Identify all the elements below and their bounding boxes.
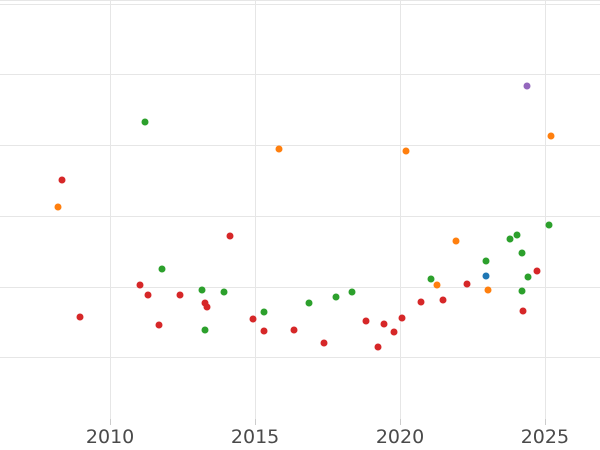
x-tick-mark: [400, 419, 401, 425]
scatter-point-red: [439, 296, 447, 304]
scatter-point-green: [427, 275, 435, 283]
scatter-point-red: [155, 321, 163, 329]
scatter-point-green: [220, 288, 227, 296]
gridline-horizontal: [0, 3, 600, 5]
scatter-point-orange: [433, 281, 441, 289]
scatter-point-red: [201, 299, 209, 307]
scatter-point-red: [320, 339, 327, 347]
x-tick-label: 2010: [85, 426, 135, 448]
x-tick-mark: [544, 419, 546, 425]
scatter-point-orange: [547, 132, 555, 140]
scatter-point-red: [417, 298, 425, 306]
scatter-point-green: [305, 299, 313, 307]
x-tick-label: 2015: [230, 426, 280, 448]
scatter-point-green: [518, 249, 526, 257]
scatter-point-red: [390, 328, 398, 336]
scatter-point-red: [136, 281, 144, 289]
scatter-point-green: [201, 326, 209, 334]
gridline-horizontal: [0, 215, 600, 217]
scatter-point-red: [203, 303, 211, 311]
scatter-point-orange: [452, 237, 460, 245]
scatter-point-purple: [523, 82, 531, 90]
scatter-point-orange: [402, 147, 410, 155]
scatter-point-green: [141, 118, 149, 126]
scatter-point-green: [260, 308, 267, 316]
scatter-point-red: [249, 315, 256, 323]
scatter-point-orange: [54, 203, 62, 211]
scatter-point-green: [506, 235, 514, 242]
scatter-point-red: [398, 314, 406, 322]
scatter-point-green: [348, 288, 356, 296]
scatter-point-green: [482, 257, 490, 265]
scatter-point-orange: [484, 286, 492, 293]
scatter-point-red: [260, 327, 268, 335]
scatter-point-blue: [482, 272, 490, 280]
x-tick-mark: [255, 419, 257, 425]
scatter-point-red: [362, 317, 369, 325]
scatter-point-red: [463, 280, 471, 288]
gridline-vertical: [400, 0, 401, 419]
gridline-horizontal: [0, 0, 600, 1]
x-tick-label: 2020: [375, 426, 425, 448]
scatter-point-red: [519, 307, 527, 315]
gridline-horizontal: [0, 74, 600, 76]
scatter-point-red: [76, 313, 84, 321]
gridline-vertical: [255, 0, 257, 419]
scatter-point-green: [545, 221, 553, 229]
gridline-horizontal: [0, 286, 600, 288]
scatter-point-green: [518, 287, 526, 295]
gridline-vertical: [110, 0, 112, 419]
scatter-point-red: [144, 291, 152, 299]
scatter-point-green: [524, 273, 532, 281]
scatter-point-green: [198, 286, 206, 293]
scatter-point-red: [380, 320, 388, 328]
gridline-horizontal: [0, 145, 600, 147]
gridline-horizontal: [0, 357, 600, 359]
plot-area: [0, 0, 600, 419]
gridline-vertical: [544, 0, 546, 419]
scatter-point-red: [226, 232, 234, 240]
scatter-point-red: [533, 267, 541, 275]
scatter-point-green: [158, 265, 166, 273]
scatter-point-red: [176, 291, 184, 299]
x-tick-mark: [110, 419, 112, 425]
scatter-point-green: [332, 293, 340, 301]
x-tick-label: 2025: [520, 426, 570, 448]
scatter-point-red: [374, 343, 382, 351]
scatter-point-red: [290, 326, 298, 334]
scatter-point-red: [58, 176, 66, 184]
scatter-point-orange: [275, 145, 283, 153]
scatter-point-green: [513, 231, 521, 239]
